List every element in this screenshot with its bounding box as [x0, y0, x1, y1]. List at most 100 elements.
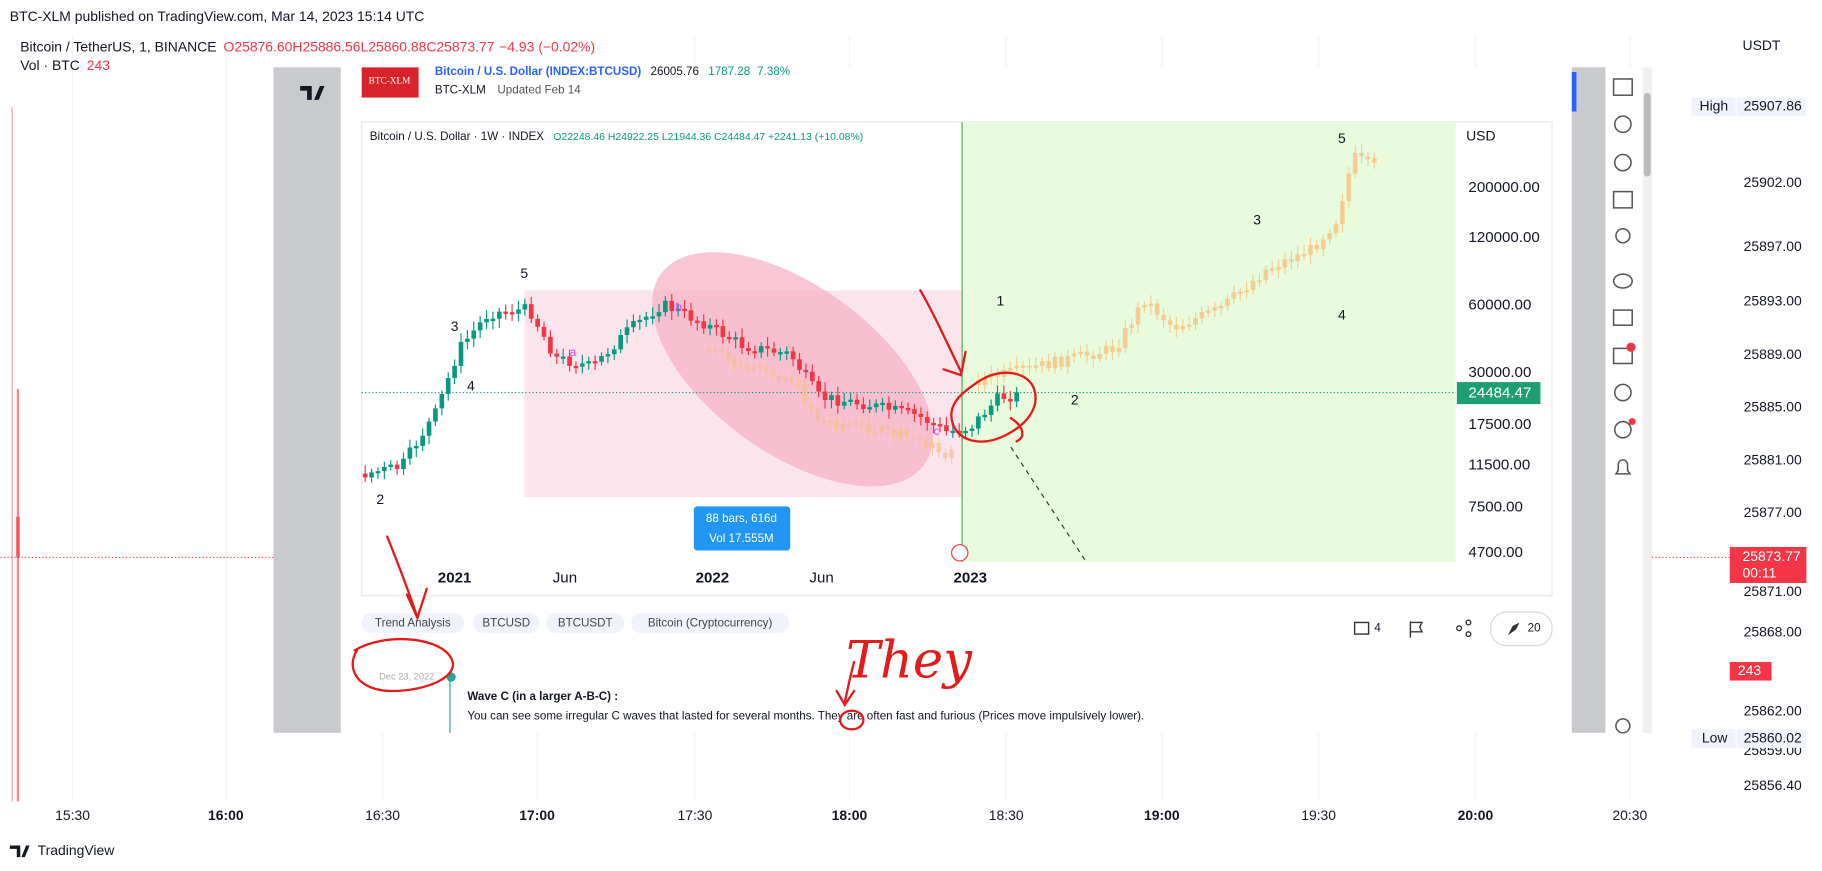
toolbar-icon[interactable] [1614, 383, 1632, 402]
candle-body [1078, 351, 1083, 355]
candle-body [905, 408, 911, 411]
event-flag [951, 544, 969, 562]
candle-body [918, 413, 924, 417]
footer-logo [9, 845, 30, 858]
candle-body [452, 365, 457, 379]
circle-scribble [351, 637, 454, 693]
handwritten-annotation: They [846, 631, 973, 690]
candle-body [872, 432, 878, 435]
toolbar-icon[interactable] [1614, 459, 1632, 475]
wave-label: 2 [1071, 391, 1079, 407]
wave-label: 3 [1253, 211, 1261, 227]
candle-body [624, 327, 630, 335]
candle-body [382, 466, 387, 472]
share-icon[interactable] [1465, 631, 1472, 638]
candle-body [458, 341, 464, 366]
candle-body [738, 364, 744, 367]
toolbar-icon[interactable] [1614, 420, 1632, 439]
candle-body [1346, 173, 1352, 202]
high: H25886.56 [292, 38, 360, 54]
candle-body [433, 408, 438, 422]
candle-body [815, 409, 820, 420]
candle-body [1110, 346, 1115, 353]
tag[interactable] [631, 613, 790, 633]
tag[interactable] [473, 613, 540, 633]
candle-body [867, 407, 873, 410]
toolbar-icon[interactable] [1612, 273, 1633, 289]
tag[interactable] [361, 613, 464, 633]
candle-body [1314, 244, 1320, 250]
candle-body [891, 428, 897, 437]
candle-body [1174, 324, 1179, 330]
high-badge [1691, 97, 1736, 117]
candle-body [1295, 254, 1301, 262]
boost-button[interactable] [1489, 611, 1553, 647]
candle-body [369, 472, 374, 478]
candle-body [1161, 314, 1166, 321]
candle-body [873, 403, 879, 408]
candle-body [522, 304, 528, 310]
price-label: 25871.00 [1744, 583, 1802, 599]
inner-price-label: 17500.00 [1468, 416, 1531, 433]
candle-body [535, 318, 540, 327]
toolbar-icon[interactable] [1612, 347, 1633, 365]
candle-body [663, 300, 668, 313]
tag-label: Trend Analysis [375, 617, 451, 630]
candles [362, 144, 1377, 483]
toolbar-icon[interactable] [1612, 309, 1633, 326]
candle-body [1352, 152, 1358, 174]
candle-body [808, 403, 814, 410]
tag-label: BTCUSD [482, 617, 530, 630]
candle-body [720, 326, 726, 337]
dashed-arrow [1010, 446, 1087, 563]
toolbar-icon[interactable] [1612, 78, 1633, 96]
candle-body [752, 351, 758, 354]
candle-body [362, 473, 368, 478]
inner-price-label: 30000.00 [1468, 364, 1531, 381]
share-icon[interactable] [1456, 625, 1463, 632]
toolbar-icon[interactable] [1615, 228, 1631, 244]
measure-bars: 88 bars, 616d [706, 512, 777, 525]
candle-body [885, 425, 891, 429]
price-axis: 25902.00 25897.00 25893.00 25889.00 25885.00… [1744, 174, 1802, 793]
candle-body [477, 322, 483, 331]
candle-body [573, 365, 579, 369]
close: C25873.77 [426, 38, 494, 54]
candle-body [712, 349, 718, 352]
share-icon[interactable] [1465, 619, 1472, 626]
inner-last-badge [1456, 382, 1541, 405]
candle-body [765, 346, 770, 349]
toolbar-icon[interactable] [1615, 718, 1631, 734]
candle-body [861, 404, 866, 410]
idea-price: 26005.76 [651, 65, 699, 78]
candle-body [1020, 365, 1026, 368]
candle-body [1263, 269, 1269, 281]
candle-body [840, 423, 846, 429]
high-value: 25907.86 [1744, 98, 1802, 114]
idea-updated: Updated Feb 14 [497, 84, 581, 97]
tag[interactable] [546, 613, 625, 633]
candle-body [899, 405, 905, 409]
abc-label: a [570, 346, 577, 359]
idea-author-line: BTC-XLM Updated Feb 14 [435, 84, 581, 97]
flag-icon[interactable] [1409, 621, 1424, 638]
candle-body [732, 359, 737, 366]
candle-body [859, 422, 865, 426]
inner-last-price: 24484.47 [1468, 385, 1531, 402]
boost-icon [1507, 622, 1520, 636]
toolbar-icon[interactable] [1614, 115, 1632, 134]
author-logo-text: BTC-XLM [369, 76, 411, 86]
candle-body [725, 351, 731, 360]
candle-body [802, 384, 808, 404]
comment-icon[interactable] [1353, 621, 1370, 635]
volume-label: Vol · BTC [20, 57, 80, 73]
toolbar-icon[interactable] [1612, 190, 1633, 209]
candle-body [796, 383, 801, 386]
time-label: 18:00 [832, 807, 868, 823]
candle-body [936, 443, 942, 453]
candle-body [592, 361, 598, 364]
inner-symbol: Bitcoin / U.S. Dollar · 1W · INDEX [370, 130, 544, 143]
toolbar-icon[interactable] [1614, 153, 1632, 172]
toolbar [1612, 78, 1633, 734]
